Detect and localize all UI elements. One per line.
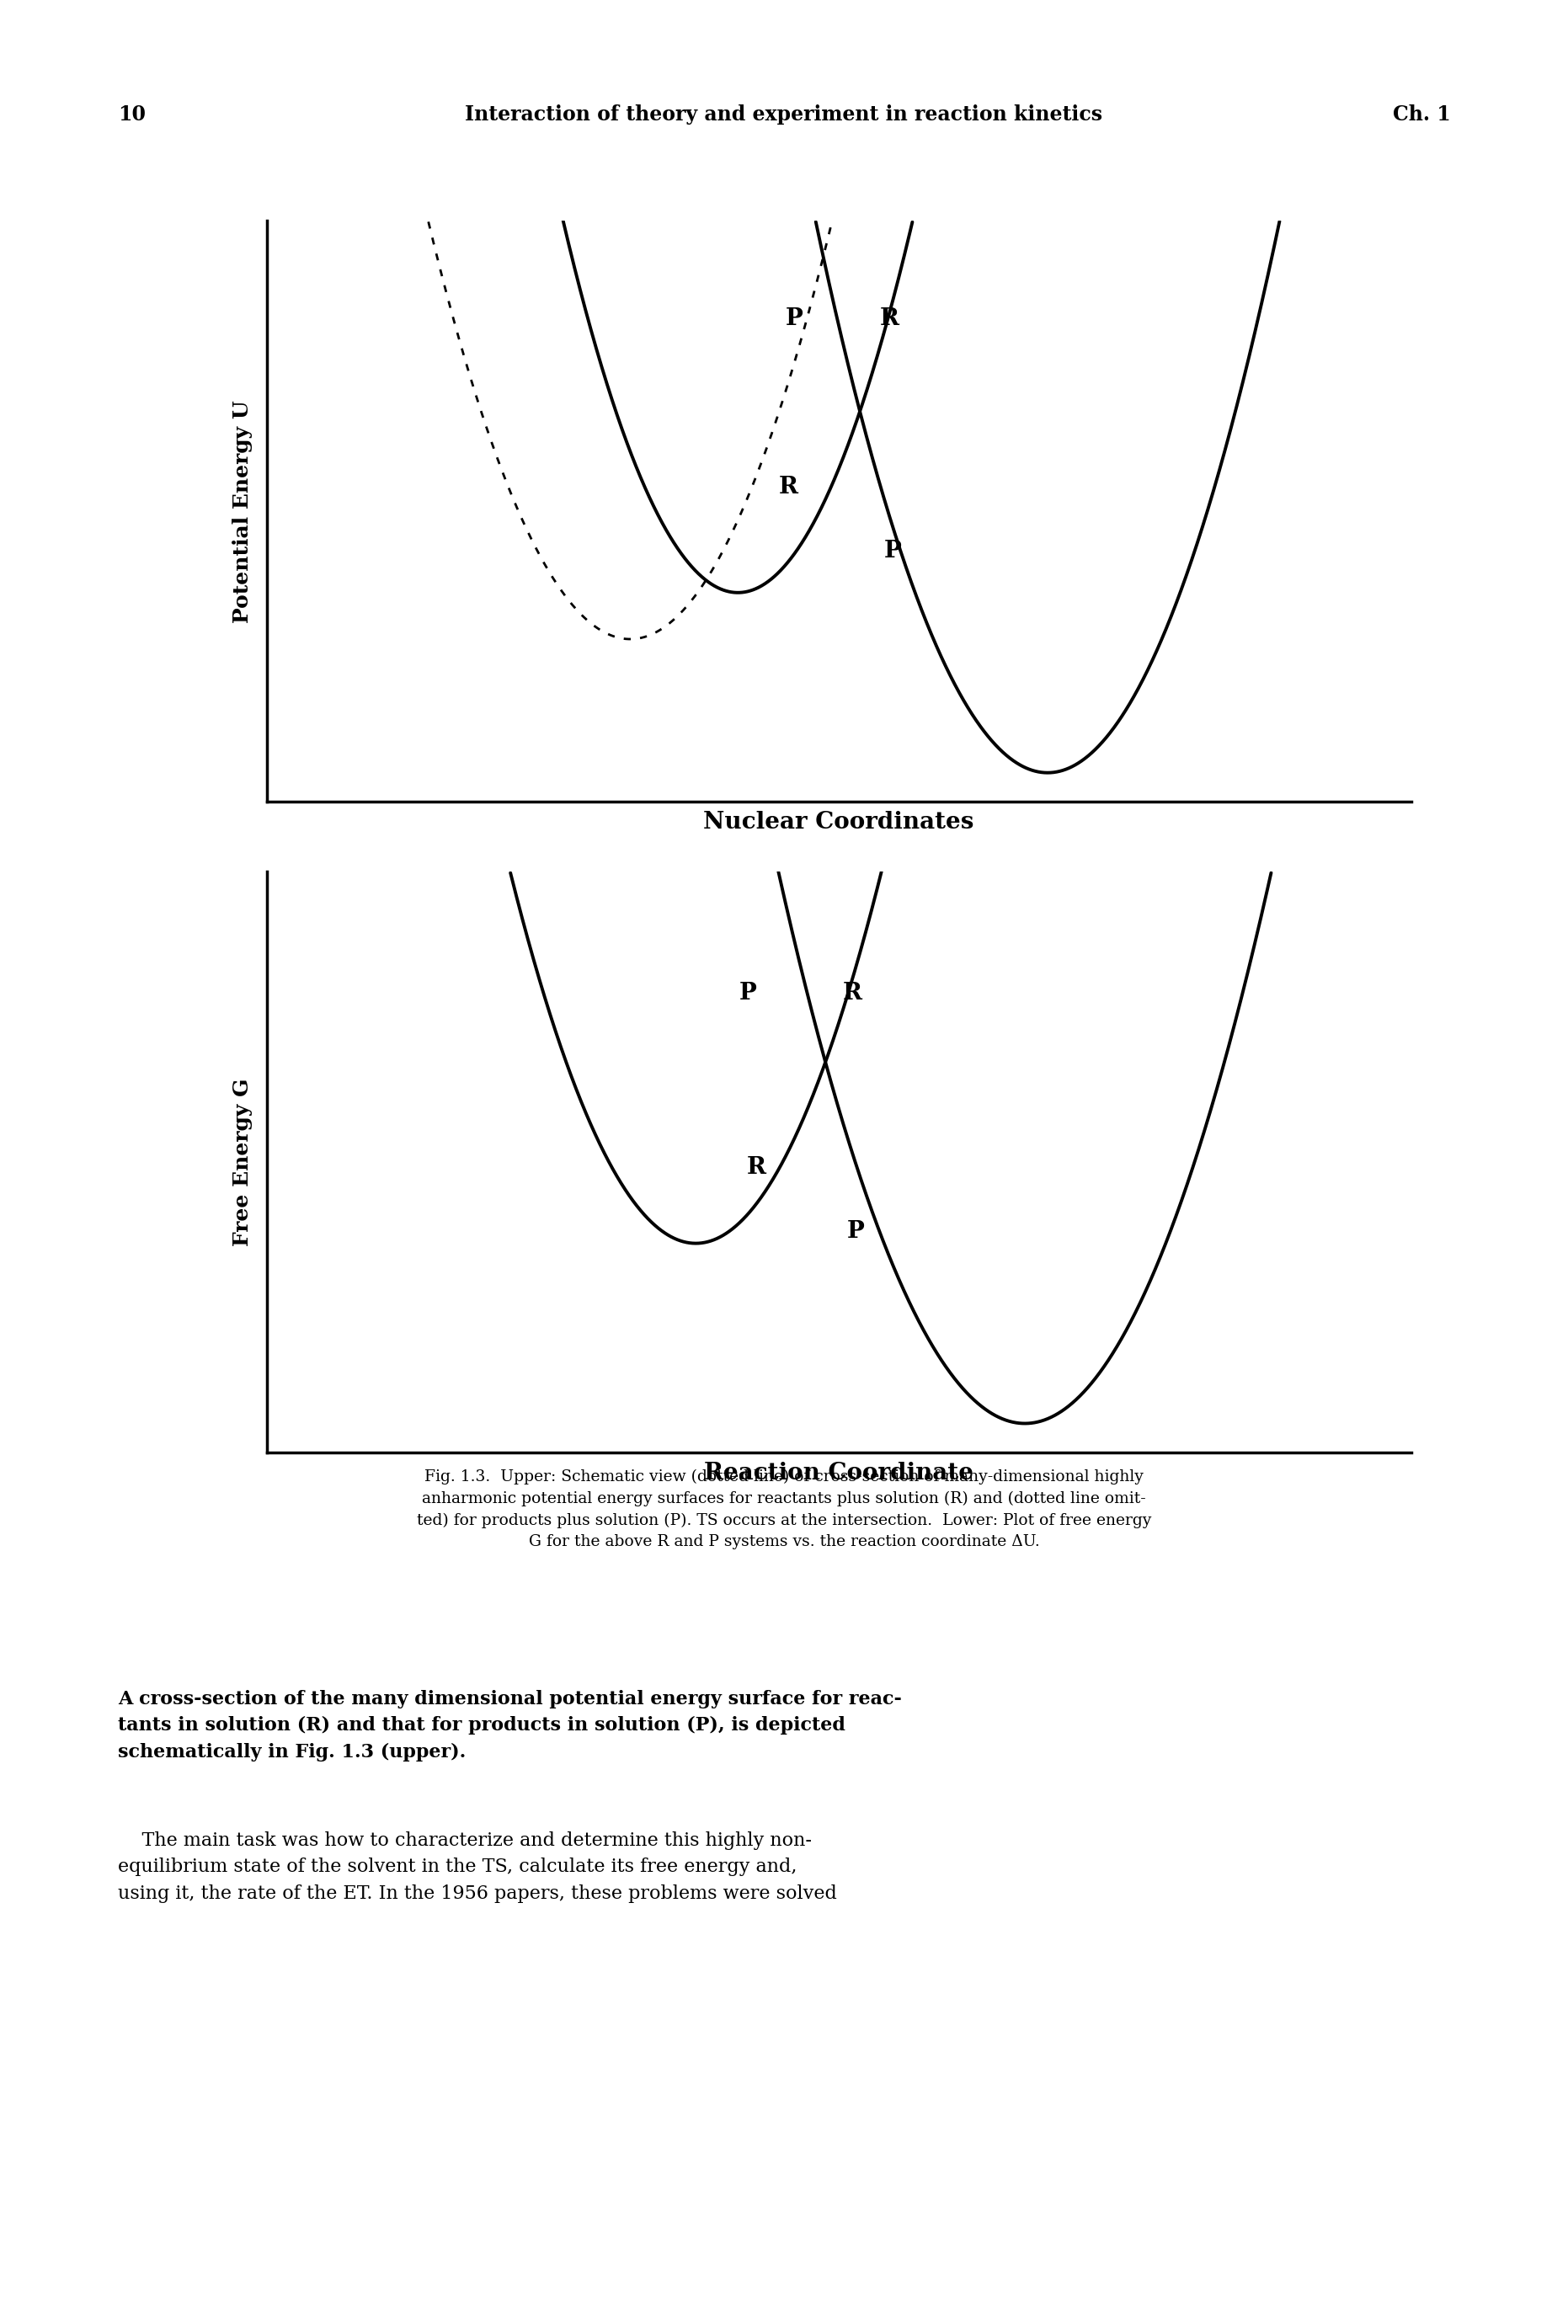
Text: 10: 10: [118, 105, 146, 125]
X-axis label: Nuclear Coordinates: Nuclear Coordinates: [704, 811, 974, 834]
Y-axis label: Free Energy G: Free Energy G: [232, 1078, 252, 1246]
Text: Fig. 1.3.  Upper: Schematic view (dotted line) of cross-section of many-dimensio: Fig. 1.3. Upper: Schematic view (dotted …: [417, 1469, 1151, 1550]
Text: R: R: [842, 981, 862, 1004]
Text: R: R: [779, 476, 798, 500]
Text: R: R: [746, 1155, 767, 1178]
Text: Ch. 1: Ch. 1: [1392, 105, 1450, 125]
Text: P: P: [786, 307, 803, 330]
Text: P: P: [740, 981, 757, 1004]
Text: Interaction of theory and experiment in reaction kinetics: Interaction of theory and experiment in …: [466, 105, 1102, 125]
Text: The main task was how to characterize and determine this highly non-
equilibrium: The main task was how to characterize an…: [118, 1831, 837, 1903]
X-axis label: Reaction Coordinate: Reaction Coordinate: [704, 1462, 974, 1485]
Text: P: P: [847, 1220, 864, 1243]
Text: R: R: [880, 307, 900, 330]
Text: A cross-section of the many dimensional potential energy surface for reac-
tants: A cross-section of the many dimensional …: [118, 1690, 902, 1762]
Text: P: P: [884, 539, 902, 562]
Y-axis label: Potential Energy U: Potential Energy U: [232, 400, 252, 623]
